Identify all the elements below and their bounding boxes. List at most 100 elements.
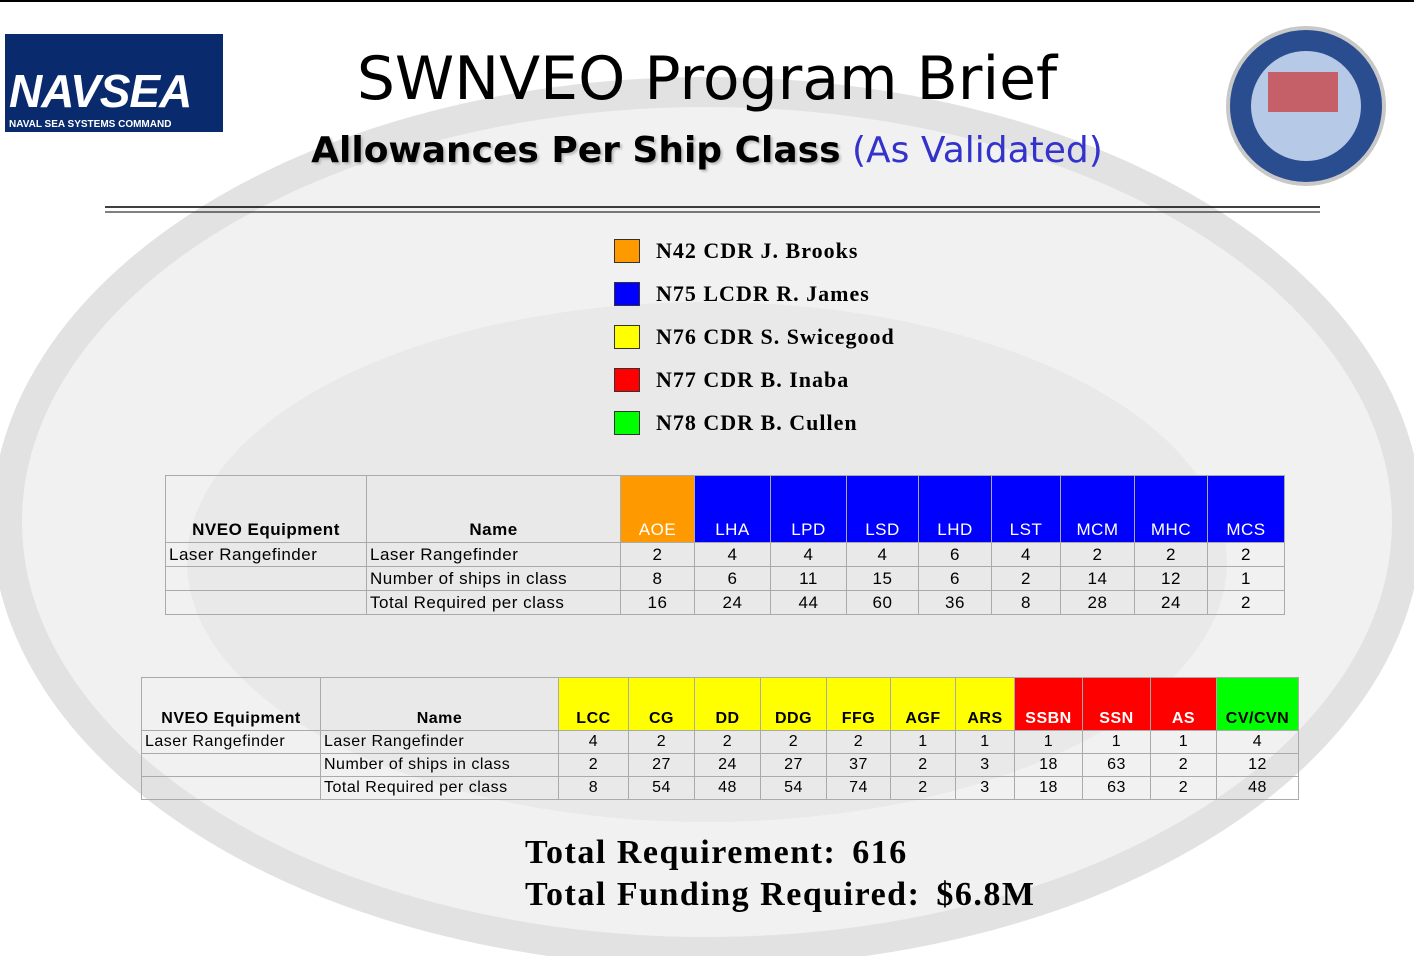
ship-class-header: SSBN: [1015, 678, 1083, 731]
legend-swatch: [614, 325, 640, 349]
total-line: Total Requirement: 616: [525, 834, 908, 872]
legend-item: N77 CDR B. Inaba: [614, 367, 849, 393]
value-cell: 2: [1151, 754, 1217, 777]
value-cell: 36: [919, 591, 992, 615]
legend-swatch: [614, 239, 640, 263]
value-cell: 2: [827, 731, 891, 754]
value-cell: 48: [1217, 777, 1299, 800]
value-cell: 48: [695, 777, 761, 800]
value-cell: 2: [1208, 591, 1285, 615]
equipment-cell: [166, 567, 367, 591]
name-cell: Laser Rangefinder: [321, 731, 559, 754]
subtitle: Allowances Per Ship Class (As Validated): [0, 130, 1414, 171]
value-cell: 1: [1208, 567, 1285, 591]
legend-item: N78 CDR B. Cullen: [614, 410, 858, 436]
value-cell: 4: [1217, 731, 1299, 754]
value-cell: 2: [992, 567, 1061, 591]
value-cell: 8: [559, 777, 629, 800]
value-cell: 28: [1061, 591, 1135, 615]
name-cell: Laser Rangefinder: [367, 543, 621, 567]
ship-class-header: ARS: [956, 678, 1015, 731]
total-value: $6.8M: [936, 876, 1035, 913]
header-row: NVEO EquipmentNameLCCCGDDDDGFFGAGFARSSSB…: [142, 678, 1299, 731]
value-cell: 11: [771, 567, 847, 591]
legend-label: N78 CDR B. Cullen: [656, 410, 858, 436]
value-cell: 44: [771, 591, 847, 615]
value-cell: 2: [621, 543, 695, 567]
legend-label: N76 CDR S. Swicegood: [656, 324, 895, 350]
value-cell: 2: [891, 777, 956, 800]
total-value: 616: [852, 834, 908, 871]
value-cell: 60: [847, 591, 919, 615]
value-cell: 1: [891, 731, 956, 754]
ship-class-header: SSN: [1083, 678, 1151, 731]
legend-item: N42 CDR J. Brooks: [614, 238, 858, 264]
ship-class-header: LST: [992, 476, 1061, 543]
value-cell: 3: [956, 777, 1015, 800]
ship-class-header: AGF: [891, 678, 956, 731]
value-cell: 8: [992, 591, 1061, 615]
name-cell: Total Required per class: [321, 777, 559, 800]
equipment-cell: Laser Rangefinder: [166, 543, 367, 567]
value-cell: 4: [559, 731, 629, 754]
ship-class-header: MCS: [1208, 476, 1285, 543]
ship-class-header: MHC: [1135, 476, 1208, 543]
value-cell: 54: [629, 777, 695, 800]
value-cell: 4: [992, 543, 1061, 567]
total-line: Total Funding Required:$6.8M: [525, 876, 1035, 914]
equipment-cell: Laser Rangefinder: [142, 731, 321, 754]
slide: NAVSEA NAVAL SEA SYSTEMS COMMAND SWNVEO …: [0, 0, 1414, 956]
value-cell: 1: [1083, 731, 1151, 754]
ship-class-header: AS: [1151, 678, 1217, 731]
ship-class-header: LHD: [919, 476, 992, 543]
ship-class-header: MCM: [1061, 476, 1135, 543]
value-cell: 54: [761, 777, 827, 800]
value-cell: 2: [629, 731, 695, 754]
name-cell: Number of ships in class: [321, 754, 559, 777]
legend-item: N75 LCDR R. James: [614, 281, 870, 307]
legend-item: N76 CDR S. Swicegood: [614, 324, 895, 350]
legend-label: N42 CDR J. Brooks: [656, 238, 858, 264]
value-cell: 2: [1135, 543, 1208, 567]
ship-class-header: LPD: [771, 476, 847, 543]
value-cell: 15: [847, 567, 919, 591]
logo-caption: NAVAL SEA SYSTEMS COMMAND: [9, 119, 171, 130]
value-cell: 2: [1061, 543, 1135, 567]
value-cell: 2: [891, 754, 956, 777]
allowance-table: NVEO EquipmentNameAOELHALPDLSDLHDLSTMCMM…: [165, 475, 1285, 615]
ship-class-header: CG: [629, 678, 695, 731]
value-cell: 1: [1015, 731, 1083, 754]
name-cell: Total Required per class: [367, 591, 621, 615]
value-cell: 6: [919, 567, 992, 591]
value-cell: 16: [621, 591, 695, 615]
value-cell: 4: [695, 543, 771, 567]
column-header: NVEO Equipment: [166, 476, 367, 543]
name-cell: Number of ships in class: [367, 567, 621, 591]
value-cell: 8: [621, 567, 695, 591]
column-header: NVEO Equipment: [142, 678, 321, 731]
value-cell: 24: [695, 754, 761, 777]
value-cell: 12: [1217, 754, 1299, 777]
value-cell: 37: [827, 754, 891, 777]
legend-swatch: [614, 411, 640, 435]
total-label: Total Requirement:: [525, 834, 836, 871]
ship-class-header: DDG: [761, 678, 827, 731]
value-cell: 2: [695, 731, 761, 754]
value-cell: 74: [827, 777, 891, 800]
ship-class-header: LHA: [695, 476, 771, 543]
legend-label: N77 CDR B. Inaba: [656, 367, 849, 393]
subtitle-note: (As Validated): [852, 130, 1103, 171]
subtitle-text: Allowances Per Ship Class: [311, 130, 840, 171]
value-cell: 4: [771, 543, 847, 567]
ship-class-header: AOE: [621, 476, 695, 543]
legend-swatch: [614, 368, 640, 392]
value-cell: 2: [761, 731, 827, 754]
value-cell: 2: [559, 754, 629, 777]
